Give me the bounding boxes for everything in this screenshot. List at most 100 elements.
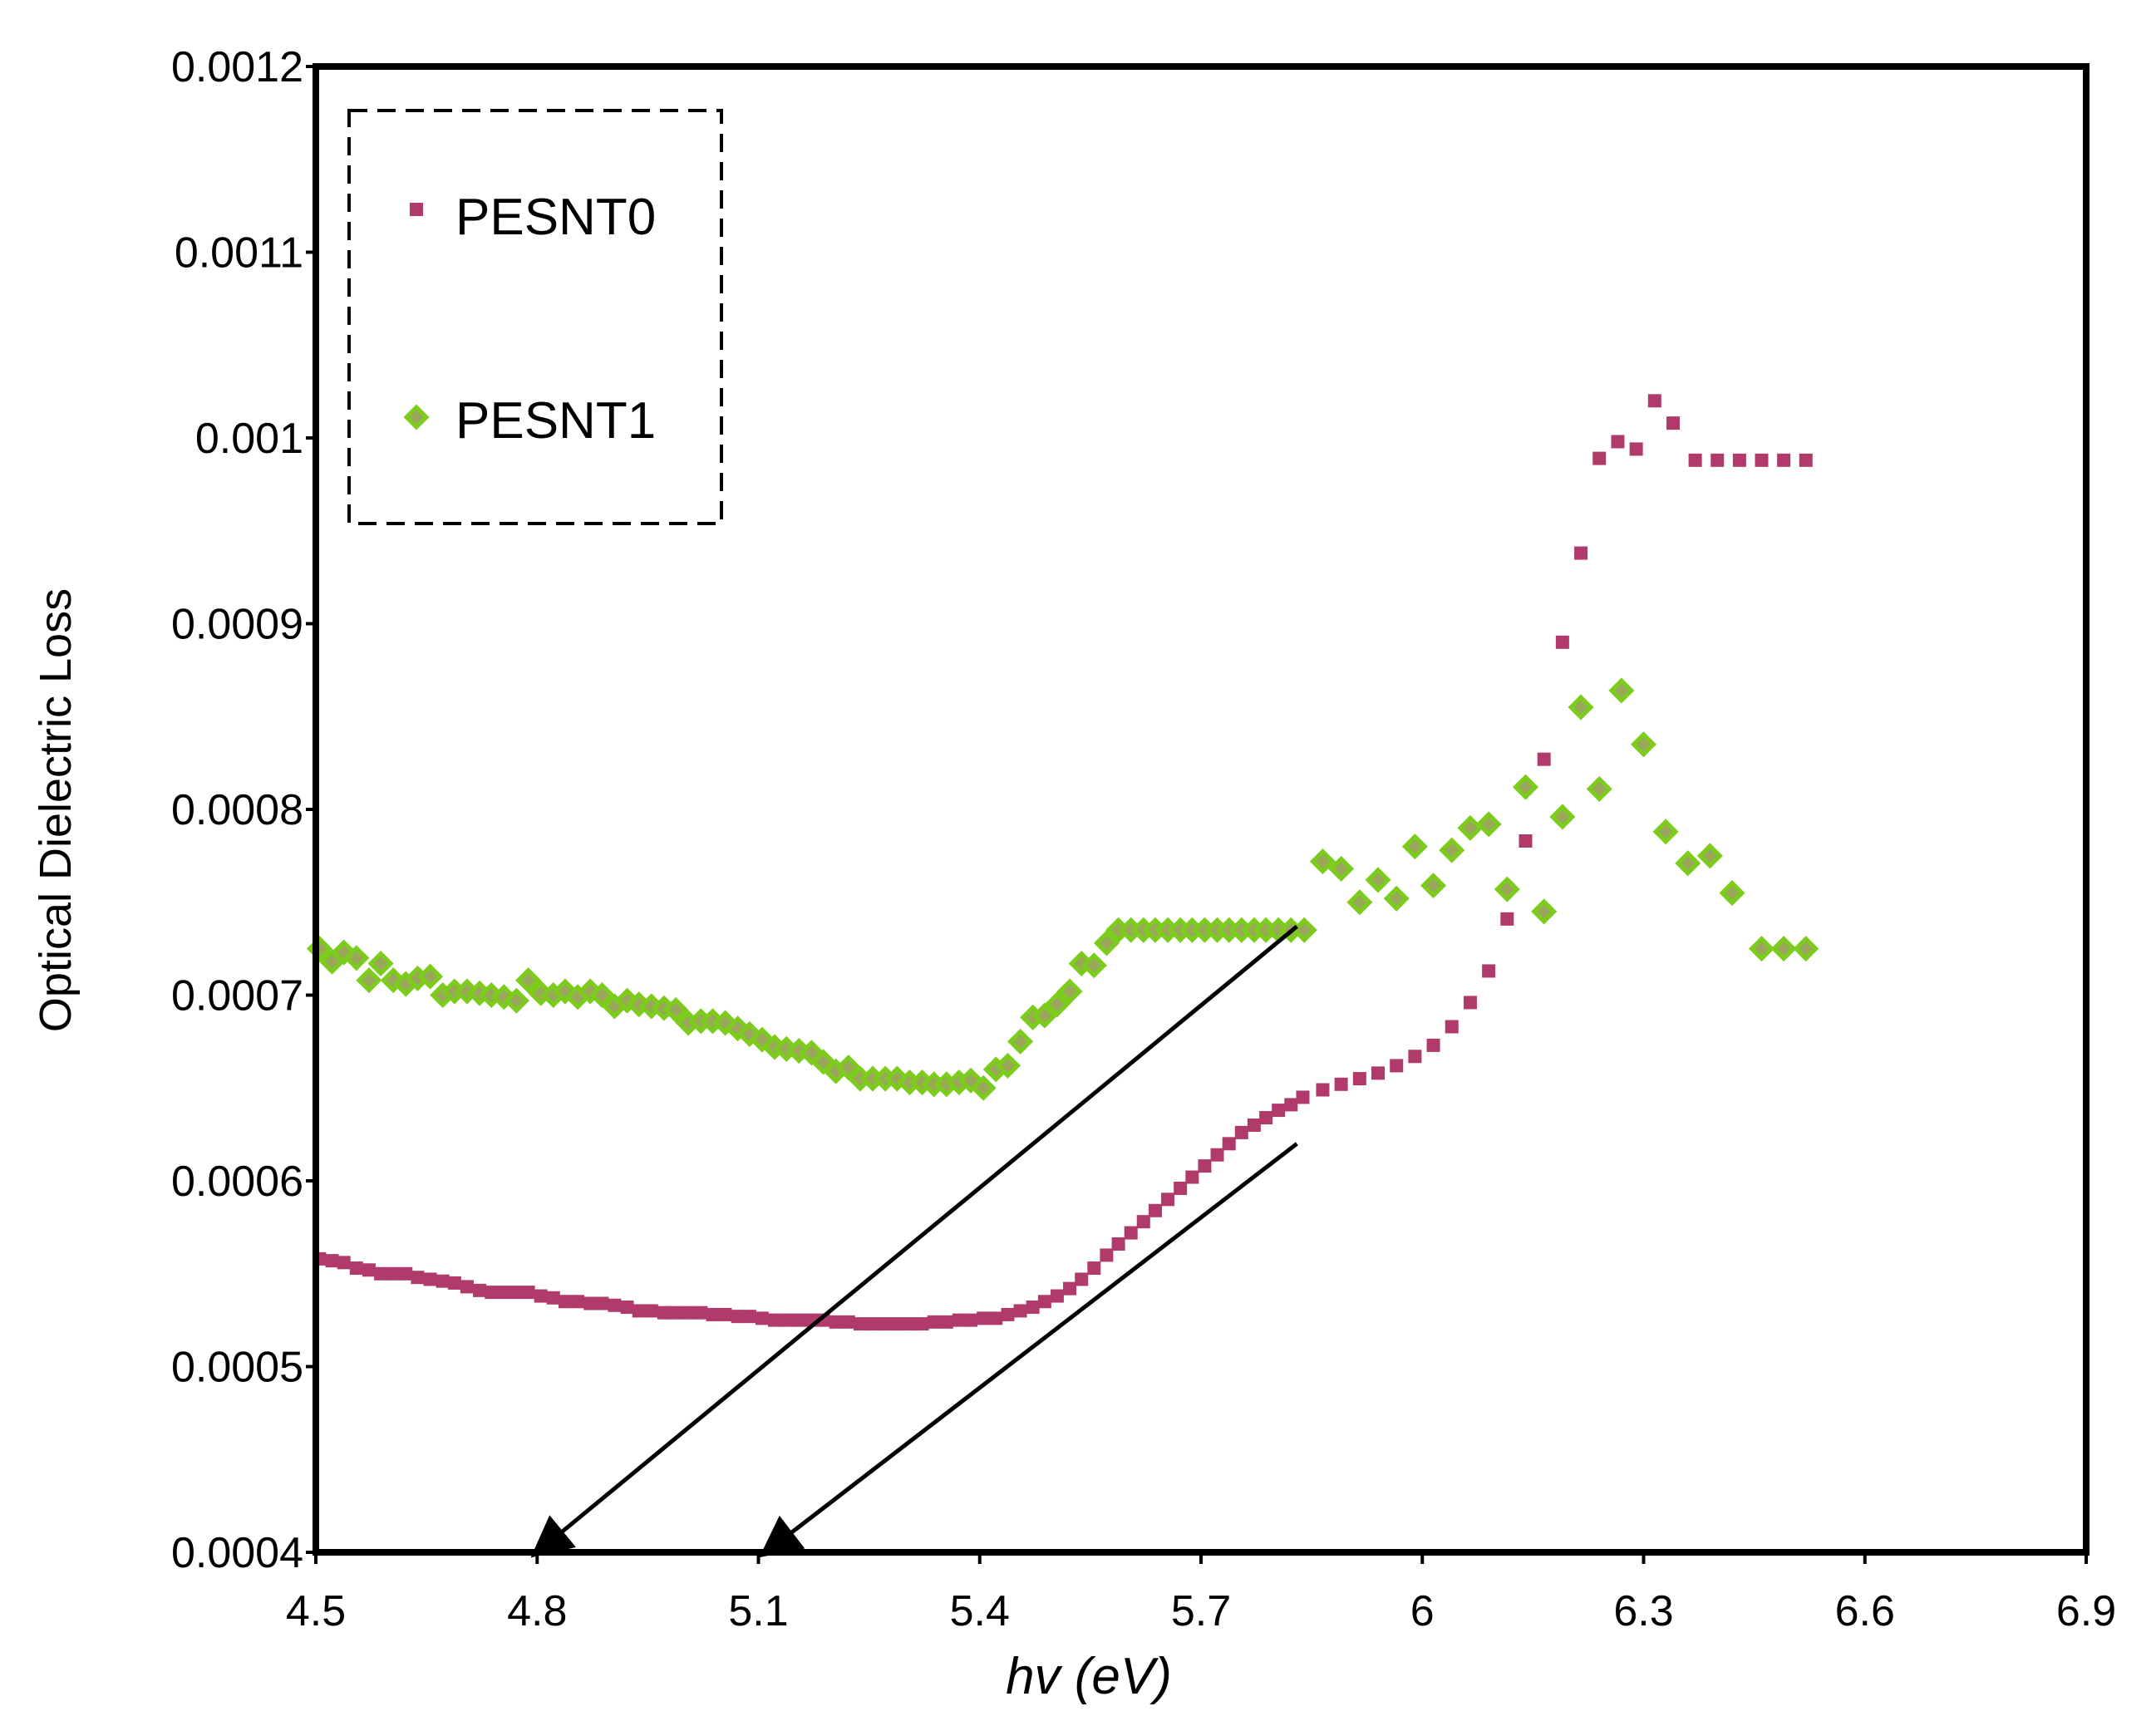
data-point-pesnt0 [1666,416,1680,430]
x-tick-label: 4.5 [286,1587,346,1635]
annotation-arrow [759,1142,1298,1558]
annotation-arrows [530,924,1298,1558]
data-point-pesnt0 [1334,1077,1348,1091]
data-point-pesnt0 [718,1307,732,1321]
data-point-pesnt1 [1652,819,1679,845]
data-point-pesnt0 [792,1313,806,1327]
data-point-pesnt0 [534,1289,548,1303]
data-point-pesnt0 [1445,1020,1459,1034]
data-point-pesnt1 [1512,774,1539,800]
data-point-pesnt0 [1124,1226,1138,1240]
data-point-pesnt1 [1531,898,1558,925]
data-point-pesnt0 [1259,1111,1273,1125]
data-point-pesnt0 [669,1306,683,1320]
data-point-pesnt0 [1198,1159,1212,1173]
data-point-pesnt0 [411,1271,425,1285]
y-tick-label: 0.001 [195,415,303,463]
data-point-pesnt0 [1371,1066,1385,1080]
data-point-pesnt0 [1234,1125,1248,1139]
data-point-pesnt0 [1136,1215,1150,1229]
data-point-pesnt0 [349,1261,363,1276]
legend-marker-pesnt0 [410,203,423,216]
data-point-pesnt0 [1482,964,1496,978]
data-point-pesnt0 [1555,635,1569,649]
data-point-pesnt0 [952,1313,966,1327]
data-point-pesnt0 [497,1286,511,1300]
data-point-pesnt1 [417,963,444,990]
data-point-pesnt0 [1777,453,1791,467]
data-point-pesnt0 [1408,1050,1422,1064]
data-point-pesnt0 [1390,1059,1404,1073]
legend-label-pesnt1: PESNT1 [455,392,656,450]
data-point-pesnt0 [1316,1083,1330,1097]
data-point-pesnt1 [712,1010,739,1036]
data-point-pesnt1 [1420,873,1447,899]
data-point-pesnt0 [1711,453,1725,467]
data-point-pesnt0 [731,1310,745,1324]
x-tick-label: 5.4 [950,1587,1010,1635]
y-tick-label: 0.0007 [171,972,303,1020]
data-point-pesnt1 [1080,952,1107,979]
data-point-pesnt1 [1346,889,1373,916]
data-point-pesnt1 [1719,880,1745,907]
data-point-pesnt1 [1568,694,1594,720]
data-point-pesnt0 [1732,453,1746,467]
data-point-pesnt0 [1222,1137,1236,1151]
data-point-pesnt0 [706,1307,720,1321]
series-pesnt1 [306,677,1819,1101]
data-point-pesnt1 [1044,991,1071,1018]
data-point-pesnt0 [1185,1170,1199,1184]
data-point-pesnt0 [1611,435,1625,449]
data-point-pesnt0 [755,1311,769,1325]
data-point-pesnt0 [1087,1261,1101,1276]
data-point-pesnt0 [546,1291,560,1305]
data-point-pesnt0 [447,1276,461,1290]
data-point-pesnt0 [1063,1281,1077,1296]
data-point-pesnt0 [694,1306,708,1320]
data-point-pesnt1 [1494,876,1520,902]
data-point-pesnt0 [927,1315,941,1329]
data-point-pesnt0 [853,1317,867,1331]
x-tick-label: 6.9 [2056,1587,2116,1635]
data-point-pesnt1 [356,967,382,994]
data-point-pesnt0 [1500,912,1514,926]
data-point-pesnt0 [939,1315,953,1329]
data-point-pesnt1 [367,950,394,977]
data-point-pesnt1 [588,981,615,1009]
data-point-pesnt0 [1688,453,1702,467]
data-point-pesnt0 [964,1313,978,1327]
x-tick-label: 6.6 [1835,1587,1895,1635]
legend-marker-pesnt1 [403,404,430,430]
x-axis-title: hv (eV) [1006,1648,1172,1705]
annotation-arrow [530,924,1298,1558]
data-point-pesnt0 [903,1317,917,1331]
y-tick-label: 0.0005 [171,1344,303,1392]
data-point-pesnt1 [1401,833,1428,860]
data-point-pesnt0 [1075,1272,1089,1286]
y-tick-label: 0.0006 [171,1158,303,1206]
data-point-pesnt1 [1031,1002,1058,1029]
data-point-pesnt0 [583,1296,598,1310]
data-point-pesnt1 [1291,917,1317,943]
data-point-pesnt0 [780,1313,794,1327]
data-point-pesnt0 [1050,1289,1064,1303]
data-point-pesnt0 [1148,1203,1162,1217]
data-point-pesnt0 [989,1311,1003,1325]
data-point-pesnt0 [1537,752,1551,766]
y-axis-ticks: 0.0004 0.0005 0.0006 0.0007 0.0008 0.0009 0.00… [171,43,316,1577]
data-point-pesnt0 [644,1304,658,1318]
data-point-pesnt0 [374,1266,388,1281]
data-point-pesnt1 [1328,855,1355,883]
data-point-pesnt0 [1272,1104,1286,1118]
x-tick-label: 4.8 [507,1587,567,1635]
data-point-pesnt0 [325,1254,339,1268]
x-axis-ticks: 4.5 4.8 5.1 5.4 5.7 6 6.3 6.6 6.9 [286,1552,2116,1635]
data-point-pesnt0 [473,1283,487,1297]
data-point-pesnt0 [423,1272,437,1286]
data-point-pesnt1 [1093,930,1120,956]
data-point-pesnt0 [1629,442,1643,456]
legend-box [347,109,723,525]
data-point-pesnt0 [1574,546,1588,560]
data-point-pesnt0 [1519,833,1533,848]
